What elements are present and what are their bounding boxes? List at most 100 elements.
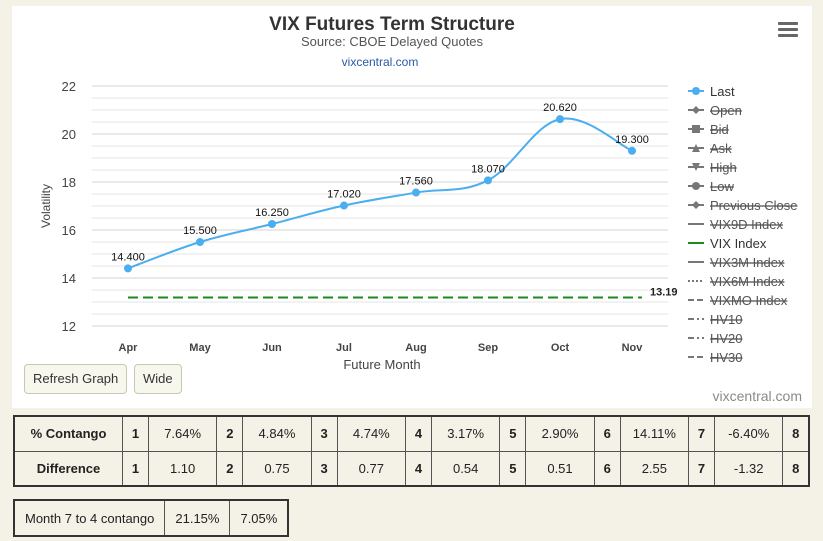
chart-panel: VIX Futures Term Structure Source: CBOE D…	[12, 6, 812, 408]
month-number: 8	[782, 450, 810, 487]
y-tick-label: 16	[62, 223, 76, 238]
data-point-last	[124, 264, 132, 273]
month-value: -6.40%	[714, 415, 784, 452]
chart-title: VIX Futures Term Structure	[269, 14, 515, 35]
month-number: 5	[499, 450, 527, 487]
contango-row: Difference 1 1.10 2 0.75 3 0.77 4 0.54 5 0.51 6 2.55…	[13, 450, 810, 487]
y-tick-label: 22	[62, 79, 76, 94]
summary-value-2: 7.05%	[229, 499, 289, 537]
row-label: % Contango	[13, 415, 123, 452]
data-point-last	[484, 176, 492, 185]
refresh-graph-button[interactable]: Refresh Graph	[24, 364, 128, 394]
x-tick-label: Jun	[262, 342, 282, 354]
legend-symbol-triangle	[692, 144, 700, 152]
x-tick-label: Nov	[622, 342, 644, 354]
data-point-last	[268, 220, 276, 228]
menu-icon-bar	[778, 22, 798, 25]
month-value: 0.75	[242, 450, 312, 487]
legend-symbol-circle	[692, 87, 700, 95]
legend-item-label[interactable]: VIX3M Index	[710, 255, 785, 270]
data-label-last: 20.620	[543, 102, 577, 114]
contango-table: % Contango 1 7.64% 2 4.84% 3 4.74% 4 3.17% 5 2.90%…	[13, 415, 810, 487]
y-tick-label: 18	[62, 175, 76, 190]
x-tick-label: Aug	[405, 342, 426, 354]
month-number: 4	[404, 450, 433, 487]
data-label-last: 19.300	[615, 134, 649, 146]
menu-icon-bar	[778, 28, 798, 31]
data-point-last	[340, 201, 348, 210]
legend-item-label[interactable]: Open	[710, 103, 742, 118]
legend-item-label[interactable]: Low	[710, 179, 734, 194]
y-tick-label: 14	[62, 271, 76, 286]
month-number: 2	[216, 415, 244, 452]
month-number: 7	[688, 450, 716, 487]
contango-table-body: % Contango 1 7.64% 2 4.84% 3 4.74% 4 3.17% 5 2.90%…	[13, 415, 810, 487]
x-axis-label: Future Month	[343, 357, 420, 372]
data-label-last: 18.070	[471, 163, 505, 175]
legend-item-label[interactable]: VIX Index	[710, 236, 767, 251]
legend-item-label[interactable]: VIX9D Index	[710, 217, 783, 232]
legend-item-label[interactable]: HV30	[710, 350, 743, 365]
summary-table: Month 7 to 4 contango 21.15% 7.05%	[13, 499, 290, 537]
month-value: 2.55	[619, 450, 690, 487]
legend-symbol-circle	[692, 182, 700, 190]
legend-symbol-diamond	[692, 201, 700, 209]
legend-item-label[interactable]: HV20	[710, 331, 743, 346]
month-number: 6	[593, 415, 621, 452]
legend-item-label[interactable]: VIXMO Index	[710, 293, 788, 308]
data-point-last	[196, 238, 204, 246]
x-tick-label: Sep	[478, 342, 498, 354]
legend-symbol-square	[692, 125, 700, 133]
legend-item-label[interactable]: VIX6M Index	[710, 274, 785, 289]
summary-value-1: 21.15%	[164, 499, 231, 537]
vix-index-end-label: 13.19	[650, 286, 678, 298]
data-label-last: 14.400	[111, 251, 145, 263]
summary-label: Month 7 to 4 contango	[13, 499, 166, 537]
month-number: 1	[121, 415, 149, 452]
data-point-last	[412, 188, 420, 197]
month-number: 5	[499, 415, 527, 452]
data-point-last	[556, 115, 564, 124]
contango-row: % Contango 1 7.64% 2 4.84% 3 4.74% 4 3.17% 5 2.90%…	[13, 415, 810, 452]
legend-item-label[interactable]: Ask	[710, 141, 732, 156]
month-value: 0.77	[336, 450, 406, 487]
data-label-last: 15.500	[183, 225, 217, 237]
legend-item-label[interactable]: High	[710, 160, 737, 175]
month-number: 3	[310, 415, 338, 452]
month-value: 0.51	[525, 450, 595, 487]
legend-item-label[interactable]: Bid	[710, 122, 729, 137]
month-value: 4.74%	[336, 415, 406, 452]
series-line-last	[127, 117, 633, 270]
month-value: -1.32	[714, 450, 784, 487]
legend-item-label[interactable]: Last	[710, 84, 735, 99]
x-tick-label: Oct	[551, 342, 570, 354]
y-tick-label: 20	[62, 127, 76, 142]
wide-button[interactable]: Wide	[134, 364, 182, 394]
x-tick-label: May	[189, 342, 211, 354]
chart-site-link: vixcentral.com	[342, 55, 419, 69]
month-number: 4	[404, 415, 433, 452]
chart-credit[interactable]: vixcentral.com	[712, 388, 802, 404]
legend-item-label[interactable]: HV10	[710, 312, 743, 327]
month-value: 14.11%	[619, 415, 690, 452]
legend-item-label[interactable]: Previous Close	[710, 198, 797, 213]
x-tick-label: Apr	[119, 342, 139, 354]
legend-symbol-diamond	[692, 106, 700, 114]
month-value: 1.10	[147, 450, 218, 487]
chart-menu-button[interactable]	[778, 22, 798, 40]
month-number: 3	[310, 450, 338, 487]
month-value: 0.54	[430, 450, 501, 487]
month-value: 4.84%	[242, 415, 312, 452]
x-tick-label: Jul	[336, 342, 352, 354]
menu-icon-bar	[778, 34, 798, 37]
month-number: 8	[782, 415, 810, 452]
month-number: 2	[216, 450, 244, 487]
data-label-last: 16.250	[255, 207, 289, 219]
y-axis-label: Volatility	[39, 184, 53, 228]
data-point-last	[628, 146, 636, 155]
y-tick-label: 12	[62, 319, 76, 334]
month-value: 7.64%	[147, 415, 218, 452]
month-number: 7	[688, 415, 716, 452]
summary-row: Month 7 to 4 contango 21.15% 7.05%	[13, 499, 289, 537]
